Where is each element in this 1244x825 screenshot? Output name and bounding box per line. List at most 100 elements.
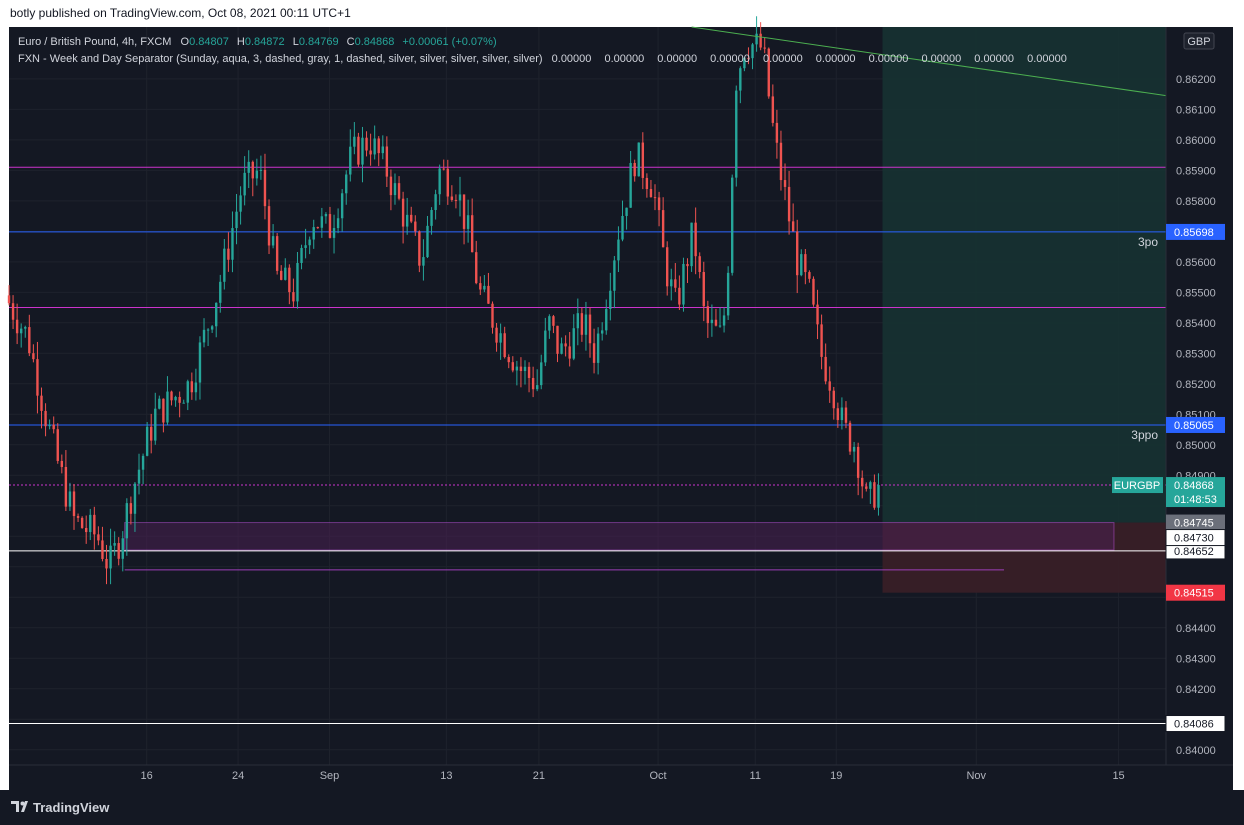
candle xyxy=(499,323,502,360)
candle-body xyxy=(507,357,510,363)
candle xyxy=(97,526,100,546)
y-tick-15: 0.84200 xyxy=(1176,684,1216,696)
x-tick-7: 19 xyxy=(830,770,842,782)
candle xyxy=(702,261,705,322)
candle xyxy=(145,421,149,457)
candle-body xyxy=(7,295,11,304)
candle xyxy=(556,325,559,363)
candle-body xyxy=(64,466,68,507)
candle-body xyxy=(576,313,580,329)
candle xyxy=(369,133,372,166)
candle-body xyxy=(596,333,600,363)
candle xyxy=(483,274,486,293)
candle xyxy=(52,416,55,434)
candle-body xyxy=(36,359,39,396)
candle xyxy=(36,341,39,414)
candle-body xyxy=(755,33,758,45)
x-tick-1: 24 xyxy=(232,770,244,782)
candle-body xyxy=(202,329,206,343)
candle xyxy=(617,226,620,272)
trendline[interactable] xyxy=(691,26,1167,97)
candle xyxy=(645,173,649,198)
zone-badge-text: 0.84730 xyxy=(1174,533,1214,545)
candle-body xyxy=(361,137,364,165)
candle xyxy=(93,506,96,550)
y-tick-3: 0.85900 xyxy=(1176,165,1216,177)
candle-body xyxy=(625,207,628,216)
candle-body xyxy=(52,424,55,430)
candle xyxy=(751,42,754,70)
candle-body xyxy=(19,328,23,334)
y-tick-5: 0.85600 xyxy=(1176,257,1216,269)
candle xyxy=(609,272,612,321)
candle xyxy=(345,170,348,205)
candle-body xyxy=(109,545,112,569)
x-tick-0: 16 xyxy=(141,770,153,782)
candle xyxy=(64,450,68,511)
bottom-bar xyxy=(0,790,1244,825)
candle-body xyxy=(259,169,263,171)
candle xyxy=(856,442,860,496)
legend-h-key: H xyxy=(237,36,245,48)
candle xyxy=(446,159,449,205)
candle-body xyxy=(840,407,844,421)
candle xyxy=(682,257,685,312)
green-trendline[interactable] xyxy=(691,26,1167,97)
candle-body xyxy=(495,327,498,343)
candle xyxy=(292,278,295,307)
legend-symbol: Euro / British Pound, 4h, FXCM xyxy=(18,36,171,48)
candle xyxy=(852,441,856,463)
candle-body xyxy=(15,319,19,334)
candle-body xyxy=(852,446,856,452)
candle-body xyxy=(93,514,96,535)
candle-body xyxy=(247,161,250,173)
candle-body xyxy=(617,239,620,261)
candle xyxy=(296,252,299,309)
candle xyxy=(560,337,563,355)
candle xyxy=(475,240,478,285)
candle xyxy=(393,173,397,205)
candle-body xyxy=(483,285,486,290)
indicator-value-9: 0.00000 xyxy=(974,53,1014,65)
candle-body xyxy=(816,304,819,325)
candle xyxy=(84,515,88,544)
brand-name: TradingView xyxy=(33,800,110,815)
legend-change: +0.00061 (+0.07%) xyxy=(402,36,496,48)
currency-badge[interactable] xyxy=(1183,32,1215,50)
candle-body xyxy=(141,455,145,470)
candle-body xyxy=(56,429,59,461)
candle xyxy=(820,314,823,370)
candle xyxy=(182,399,185,404)
candle-body xyxy=(422,257,425,266)
candle xyxy=(357,132,360,168)
candle xyxy=(72,484,76,530)
candle-body xyxy=(613,260,616,291)
candle-body xyxy=(365,137,368,151)
indicator-value-2: 0.00000 xyxy=(604,53,644,65)
candle-body xyxy=(743,58,746,69)
candle xyxy=(109,528,112,585)
candle xyxy=(426,215,429,259)
badge-6-text: 0.84086 xyxy=(1174,719,1214,731)
candle-body xyxy=(665,247,669,287)
candle xyxy=(288,264,291,305)
candle-body xyxy=(316,227,319,229)
candle-body xyxy=(178,396,181,403)
candle xyxy=(353,122,356,155)
candle-body xyxy=(426,225,429,258)
candle-body xyxy=(60,460,64,467)
candle xyxy=(869,480,872,504)
candle xyxy=(68,482,72,511)
candle-body xyxy=(198,342,202,383)
candle-body xyxy=(40,395,43,411)
candle xyxy=(300,244,303,270)
candle-body xyxy=(511,362,515,371)
candle-body xyxy=(251,161,254,179)
x-tick-2: Sep xyxy=(320,770,340,782)
badge-5-text: 0.84652 xyxy=(1174,546,1214,558)
candle xyxy=(531,366,535,398)
candle xyxy=(747,47,750,65)
candle xyxy=(255,158,259,186)
y-tick-2: 0.86000 xyxy=(1176,135,1216,147)
